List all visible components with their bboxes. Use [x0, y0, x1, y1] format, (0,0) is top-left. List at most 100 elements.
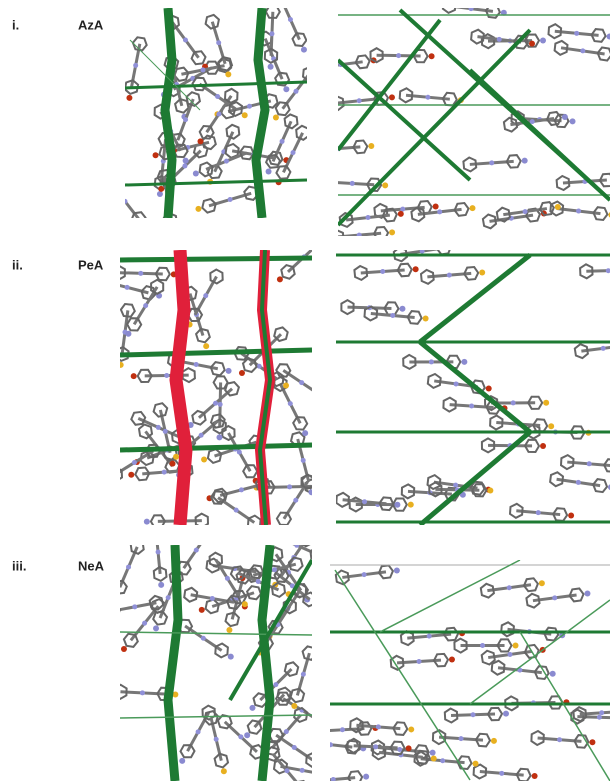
atom — [125, 198, 128, 204]
atom — [246, 103, 252, 109]
atom — [284, 768, 290, 774]
link — [418, 430, 532, 525]
ring — [291, 32, 307, 48]
atom — [283, 86, 290, 93]
atom — [440, 758, 446, 764]
atom — [169, 228, 175, 234]
atom — [173, 453, 180, 460]
ring — [208, 551, 224, 568]
ring — [356, 721, 373, 736]
ring — [152, 402, 169, 418]
atom — [428, 359, 434, 365]
ring — [392, 721, 409, 736]
ring — [349, 717, 364, 734]
atom — [373, 744, 379, 750]
ring — [573, 734, 590, 749]
atom — [275, 525, 281, 531]
atom — [183, 117, 189, 123]
panel-name: NeA — [78, 558, 105, 573]
atom — [273, 682, 279, 688]
ring — [213, 752, 230, 769]
ring — [352, 139, 369, 155]
panel-name: AzA — [78, 17, 104, 32]
ring — [442, 396, 457, 413]
ring — [314, 388, 327, 402]
atom — [521, 157, 528, 164]
ring — [490, 659, 506, 676]
ring — [314, 724, 327, 738]
atom — [330, 777, 336, 781]
atom — [224, 575, 230, 581]
ring — [369, 47, 384, 64]
ring — [154, 266, 171, 282]
atom — [453, 381, 459, 387]
atom — [225, 367, 232, 374]
atom — [126, 94, 133, 101]
atom — [164, 372, 170, 378]
atom — [522, 209, 528, 215]
ring — [469, 480, 486, 496]
panel — [99, 545, 321, 781]
tube — [160, 8, 177, 218]
atom — [361, 572, 367, 578]
ring — [209, 490, 227, 505]
atom — [529, 40, 536, 47]
ring — [324, 175, 336, 189]
ring — [126, 317, 143, 332]
ring — [134, 466, 151, 482]
atom — [241, 601, 248, 608]
atom — [561, 113, 568, 120]
ring — [402, 353, 417, 371]
ring — [99, 275, 112, 289]
ring — [370, 739, 386, 756]
ring — [275, 165, 292, 180]
ring — [523, 33, 541, 48]
panel — [99, 250, 327, 531]
ring — [201, 197, 217, 214]
atom — [99, 610, 105, 616]
atom — [308, 489, 312, 496]
ring — [267, 727, 285, 743]
ring — [148, 594, 165, 611]
ring — [252, 692, 269, 709]
ring — [389, 654, 405, 671]
atom — [220, 768, 227, 775]
ring — [217, 55, 234, 72]
atom — [408, 726, 415, 733]
atom — [241, 112, 248, 119]
atom — [407, 501, 414, 508]
ring — [310, 143, 323, 157]
atom — [315, 603, 321, 609]
atom — [489, 160, 495, 166]
ring — [366, 177, 383, 193]
atom — [112, 594, 118, 600]
atom — [236, 449, 242, 455]
ring — [489, 414, 504, 431]
atom — [217, 401, 223, 407]
atom — [382, 182, 389, 189]
ring — [432, 652, 450, 668]
ring — [336, 491, 350, 508]
atom — [130, 373, 137, 380]
atom — [120, 361, 124, 368]
ring — [152, 610, 169, 626]
ring — [338, 95, 345, 112]
atom — [233, 507, 239, 513]
atom — [538, 580, 545, 587]
ring — [137, 423, 154, 440]
ring — [247, 514, 262, 525]
tube — [169, 250, 193, 525]
link — [379, 560, 521, 633]
panel-index: iii. — [12, 558, 26, 573]
atom — [182, 157, 189, 164]
atom — [458, 736, 464, 742]
link — [418, 340, 532, 434]
ring — [131, 211, 147, 218]
atom — [133, 62, 139, 68]
atom — [213, 400, 219, 406]
atom — [193, 547, 199, 553]
atom — [569, 118, 576, 125]
link — [120, 255, 312, 263]
ring — [555, 174, 571, 192]
